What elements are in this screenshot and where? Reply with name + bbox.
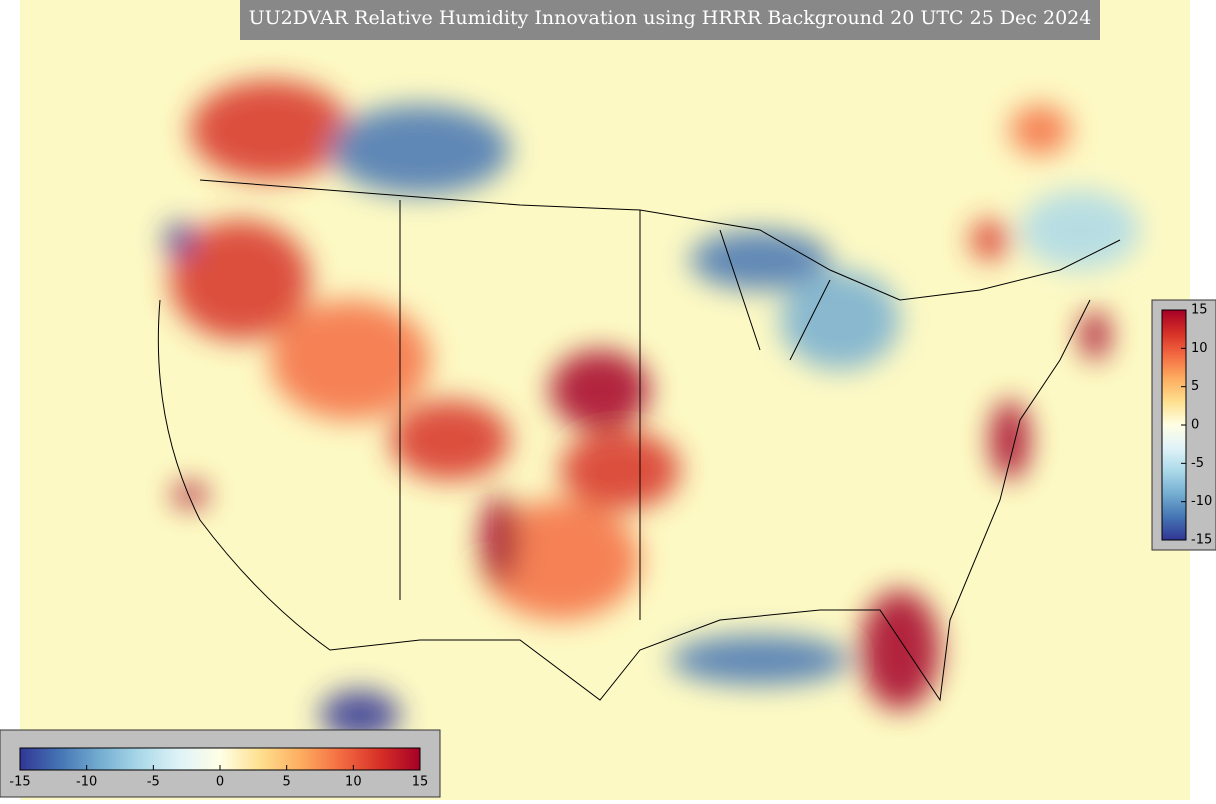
tick-label: 10 <box>345 775 362 790</box>
tick-label: -15 <box>9 775 30 790</box>
title-box <box>240 0 1100 40</box>
tick-label: -5 <box>147 775 160 790</box>
tick-label: -10 <box>76 775 97 790</box>
tick-label: 0 <box>1191 418 1199 433</box>
borders <box>157 179 1121 702</box>
tick-label: 0 <box>216 775 224 790</box>
tick-label: -5 <box>1191 456 1204 471</box>
tick-label: -15 <box>1191 533 1212 548</box>
tick-label: 10 <box>1191 341 1208 356</box>
tick-label: 15 <box>1191 303 1208 318</box>
tick-label: -10 <box>1191 494 1212 509</box>
tick-label: 15 <box>412 775 429 790</box>
tick-label: 5 <box>1191 379 1199 394</box>
tick-label: 5 <box>283 775 291 790</box>
map-title: UU2DVAR Relative Humidity Innovation usi… <box>249 7 1092 29</box>
